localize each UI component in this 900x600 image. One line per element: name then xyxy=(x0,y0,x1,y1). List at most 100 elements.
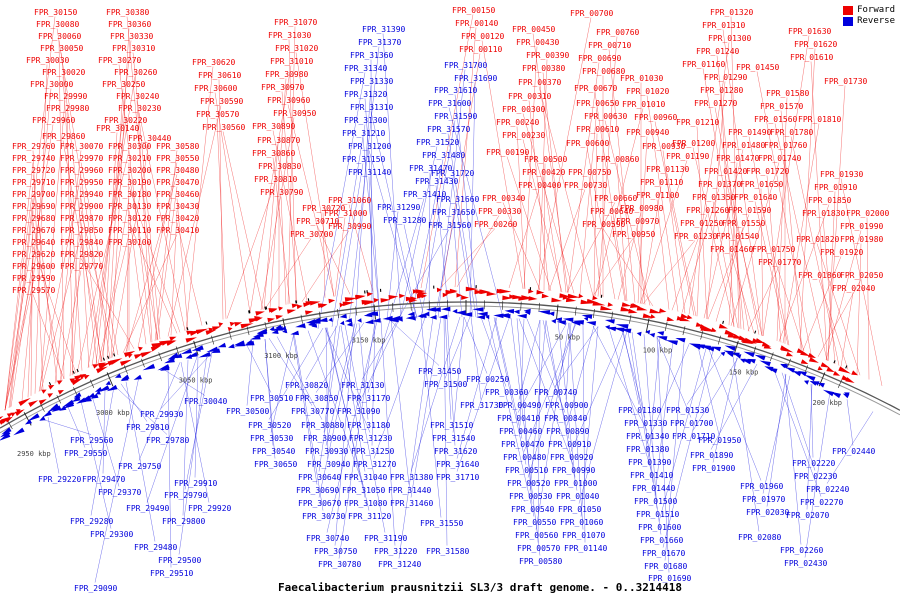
reverse-gene-arrow xyxy=(73,392,82,398)
leader-line xyxy=(780,110,803,351)
leader-line xyxy=(76,150,130,373)
tick-mark xyxy=(593,308,595,318)
gene-label: FPR_30200 xyxy=(108,166,152,175)
leader-line xyxy=(730,253,755,334)
gene-label: FPR_30930 xyxy=(305,447,349,456)
feature-mark xyxy=(248,310,250,314)
leader-line xyxy=(806,384,813,510)
gene-label: FPR_00590 xyxy=(582,220,626,229)
leader-line xyxy=(167,366,172,568)
reverse-gene-arrow xyxy=(290,330,299,336)
leader-line xyxy=(287,26,296,305)
gene-label: FPR_00580 xyxy=(519,557,563,566)
gene-label: FPR_01530 xyxy=(666,406,710,415)
gene-label: FPR_31200 xyxy=(348,142,392,151)
leader-line xyxy=(10,124,54,407)
gene-label: FPR_29750 xyxy=(118,462,162,471)
gene-label: FPR_01540 xyxy=(716,232,760,241)
gene-label: FPR_31190 xyxy=(364,534,408,543)
leader-line xyxy=(646,344,690,444)
gene-label: FPR_01350 xyxy=(692,193,736,202)
forward-gene-arrow xyxy=(686,314,693,320)
leader-line xyxy=(822,217,836,364)
gene-label: FPR_00410 xyxy=(497,414,541,423)
forward-gene-arrow xyxy=(445,289,458,295)
leader-line xyxy=(364,98,381,322)
feature-mark xyxy=(107,355,110,359)
leader-line xyxy=(80,400,112,529)
gene-label: FPR_31560 xyxy=(428,221,472,230)
leader-line xyxy=(368,176,375,322)
forward-gene-arrow xyxy=(565,297,577,303)
leader-line xyxy=(708,349,762,481)
leader-line xyxy=(566,325,595,426)
tick-mark xyxy=(645,318,650,334)
gene-label: FPR_30080 xyxy=(36,20,80,29)
gene-label: FPR_01760 xyxy=(764,141,808,150)
leader-line xyxy=(444,317,452,420)
forward-gene-arrow xyxy=(838,366,851,374)
gene-label: FPR_29800 xyxy=(162,517,206,526)
forward-gene-arrow xyxy=(309,301,321,306)
forward-gene-arrow xyxy=(255,311,265,316)
leader-line xyxy=(656,336,670,573)
leader-line xyxy=(110,28,130,358)
leader-line xyxy=(146,356,198,503)
reverse-gene-arrow xyxy=(705,346,715,352)
forward-gene-arrow xyxy=(763,344,772,349)
gene-label: FPR_29990 xyxy=(44,92,88,101)
gene-label: FPR_01050 xyxy=(558,505,602,514)
leader-line xyxy=(32,222,63,381)
gene-label: FPR_00450 xyxy=(512,25,556,34)
gene-label: FPR_29770 xyxy=(60,262,104,271)
gene-label: FPR_30590 xyxy=(200,97,244,106)
leader-line xyxy=(90,386,115,516)
leader-line xyxy=(420,318,442,518)
leader-line xyxy=(138,362,181,461)
leader-line xyxy=(773,369,822,497)
gene-label: FPR_31230 xyxy=(349,434,393,443)
gene-label: FPR_01780 xyxy=(770,128,814,137)
reverse-gene-arrow xyxy=(198,351,211,358)
gene-label: FPR_31340 xyxy=(344,64,388,73)
gene-label: FPR_29370 xyxy=(98,488,142,497)
gene-label: FPR_29680 xyxy=(12,214,56,223)
gene-label: FPR_30510 xyxy=(250,394,294,403)
gene-label: FPR_01950 xyxy=(698,436,742,445)
leader-line xyxy=(21,88,52,401)
leader-line xyxy=(535,322,570,530)
leader-line xyxy=(194,356,199,478)
gene-label: FPR_01020 xyxy=(626,87,670,96)
leader-line xyxy=(543,163,546,291)
gene-label: FPR_00530 xyxy=(509,492,553,501)
leader-line xyxy=(470,316,482,400)
leader-line xyxy=(47,416,60,474)
reverse-gene-arrow xyxy=(438,314,448,320)
reverse-gene-arrow xyxy=(461,312,472,317)
leader-line xyxy=(336,163,364,327)
gene-label: FPR_29220 xyxy=(38,475,82,484)
gene-label: FPR_30670 xyxy=(298,499,342,508)
leader-line xyxy=(307,330,364,485)
leader-line xyxy=(69,186,82,377)
leader-line xyxy=(382,33,402,320)
leader-line xyxy=(804,391,831,558)
leader-line xyxy=(732,356,760,532)
forward-gene-arrow xyxy=(621,302,632,307)
forward-gene-arrow xyxy=(499,288,512,294)
leader-line xyxy=(216,118,227,319)
leader-line xyxy=(315,322,365,393)
reverse-gene-arrow xyxy=(724,345,736,351)
gene-label: FPR_29850 xyxy=(60,226,104,235)
reverse-gene-arrow xyxy=(186,352,198,358)
leader-line xyxy=(317,72,366,329)
reverse-gene-arrow xyxy=(256,329,267,335)
leader-line xyxy=(276,336,323,420)
tick-mark xyxy=(410,301,412,311)
gene-label: FPR_01650 xyxy=(740,180,784,189)
gene-label: FPR_00300 xyxy=(502,105,546,114)
tick-mark xyxy=(175,346,180,356)
forward-gene-arrow xyxy=(28,400,39,407)
leader-line xyxy=(226,183,276,319)
gene-label: FPR_01580 xyxy=(766,89,810,98)
